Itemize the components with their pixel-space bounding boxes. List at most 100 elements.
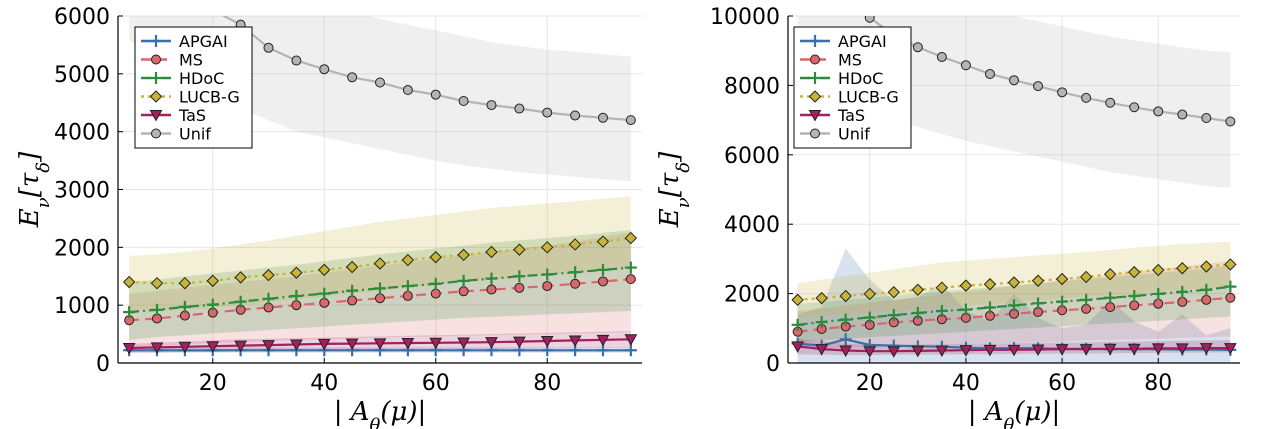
y-tick-label: 1000 — [54, 294, 110, 319]
data-point-unif — [319, 64, 330, 75]
data-point-hdoc — [569, 266, 582, 279]
series-hdoc — [123, 261, 637, 319]
data-point-tas — [373, 338, 387, 350]
data-point-unif — [1081, 92, 1092, 103]
legend-item-apgai: APGAI — [800, 32, 887, 51]
y-tick-label: 0 — [766, 352, 780, 377]
data-point-unif — [375, 77, 385, 88]
data-point-hdoc — [485, 272, 498, 285]
data-point-ms — [458, 286, 469, 297]
data-point-lucb-g — [262, 268, 275, 282]
legend-marker — [808, 90, 822, 103]
data-point-ms — [542, 281, 553, 292]
data-point-tas — [1175, 343, 1189, 355]
y-axis-label: Eν[τδ] — [655, 151, 694, 228]
data-point-lucb-g — [1152, 263, 1165, 277]
data-point-hdoc — [1176, 285, 1189, 298]
data-point-hdoc — [429, 277, 442, 290]
data-point-lucb-g — [959, 279, 973, 292]
data-point-unif — [1009, 75, 1019, 86]
x-axis-label: | Aθ(μ)| — [968, 397, 1061, 429]
data-point-hdoc — [935, 304, 948, 317]
data-point-tas — [1151, 343, 1165, 355]
data-point-ms — [1129, 300, 1140, 311]
series-lucb-g — [122, 231, 638, 290]
legend-item-unif: Unif — [800, 125, 870, 144]
data-point-unif — [1129, 102, 1140, 113]
data-point-hdoc — [1056, 295, 1069, 308]
data-point-tas — [150, 342, 164, 354]
data-point-tas — [624, 334, 638, 346]
data-point-hdoc — [541, 268, 554, 281]
data-point-unif — [912, 42, 923, 53]
series-lucb-g — [791, 258, 1237, 307]
y-tick-label: 6000 — [724, 144, 780, 169]
data-point-hdoc — [1032, 297, 1045, 310]
series-unif — [864, 16, 1236, 127]
legend-marker — [149, 90, 163, 103]
data-point-tas — [959, 345, 973, 357]
data-point-tas — [863, 346, 877, 358]
legend-item-tas: TaS — [141, 106, 206, 125]
data-point-unif — [960, 60, 971, 71]
data-point-hdoc — [374, 282, 386, 295]
data-point-hdoc — [839, 313, 852, 326]
legend-box — [793, 26, 912, 149]
data-point-hdoc — [123, 306, 136, 319]
legend-label: HDoC — [838, 69, 883, 88]
data-point-lucb-g — [345, 260, 359, 274]
data-point-hdoc — [959, 303, 972, 316]
data-point-ms — [514, 282, 525, 293]
data-point-ms — [347, 295, 358, 306]
data-point-lucb-g — [624, 231, 638, 245]
data-point-unif — [263, 42, 274, 53]
data-point-unif — [597, 112, 608, 123]
legend-item-unif: Unif — [141, 125, 211, 144]
data-point-tas — [568, 335, 582, 347]
data-point-tas — [513, 336, 526, 349]
data-point-lucb-g — [373, 257, 387, 270]
data-point-tas — [1055, 344, 1069, 356]
data-point-hdoc — [290, 289, 303, 302]
data-point-lucb-g — [815, 291, 828, 305]
y-tick-label: 4000 — [724, 213, 780, 238]
y-tick-label: 0 — [96, 352, 110, 377]
data-point-hdoc — [234, 295, 247, 308]
x-tick-label: 40 — [310, 371, 338, 396]
data-point-unif — [430, 89, 441, 100]
data-point-tas — [935, 345, 949, 358]
data-point-ms — [430, 288, 441, 299]
data-point-lucb-g — [290, 266, 303, 279]
legend-label: TaS — [178, 106, 206, 125]
legend-marker — [149, 110, 163, 122]
data-point-tas — [815, 344, 829, 356]
data-point-hdoc — [815, 316, 828, 329]
legend-marker — [809, 35, 821, 47]
data-point-hdoc — [1008, 299, 1020, 312]
legend-marker — [810, 128, 820, 139]
data-point-unif — [936, 51, 947, 62]
data-point-hdoc — [1152, 287, 1165, 300]
data-point-hdoc — [513, 270, 526, 283]
legend-item-lucb-g: LUCB-G — [141, 88, 240, 107]
data-point-lucb-g — [1103, 267, 1117, 281]
data-point-tas — [345, 338, 359, 351]
legend-marker — [151, 54, 161, 65]
legend-label: MS — [838, 51, 862, 70]
data-point-lucb-g — [839, 289, 852, 303]
data-point-tas — [206, 341, 220, 353]
legend-marker — [150, 35, 162, 47]
data-point-lucb-g — [791, 293, 804, 307]
data-point-unif — [1201, 113, 1212, 124]
data-point-tas — [887, 346, 901, 358]
y-tick-label: 8000 — [724, 74, 780, 99]
y-tick-label: 5000 — [54, 63, 110, 88]
data-point-lucb-g — [983, 278, 997, 291]
legend-marker — [150, 72, 162, 84]
data-point-unif — [542, 107, 553, 118]
data-point-tas — [1199, 343, 1213, 355]
data-point-ms — [625, 274, 636, 285]
legend-label: APGAI — [838, 32, 887, 51]
data-point-hdoc — [262, 292, 275, 305]
